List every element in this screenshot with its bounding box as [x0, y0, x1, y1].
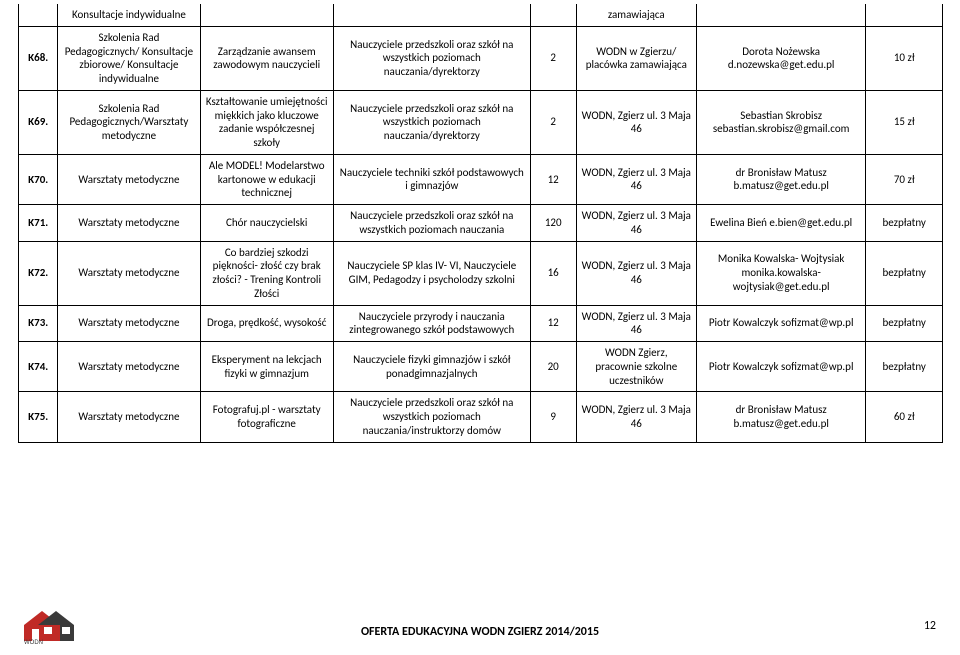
row-id: K74.: [19, 342, 58, 392]
row-contact: dr Bronisław Matusz b.matusz@get.edu.pl: [696, 392, 865, 442]
row-count: 20: [530, 342, 576, 392]
row-count: [530, 4, 576, 26]
row-topic: Ale MODEL! Modelarstwo kartonowe w eduka…: [200, 154, 333, 204]
table-row: K74.Warsztaty metodyczneEksperyment na l…: [19, 342, 943, 392]
row-count: 120: [530, 205, 576, 242]
row-contact: [696, 4, 865, 26]
page-footer: WODN OFERTA EDUKACYJNA WODN ZGIERZ 2014/…: [0, 601, 960, 645]
row-place: WODN, Zgierz ul. 3 Maja 46: [576, 154, 696, 204]
row-count: 2: [530, 90, 576, 154]
row-type: Warsztaty metodyczne: [58, 392, 200, 442]
row-contact: Ewelina Bień e.bien@get.edu.pl: [696, 205, 865, 242]
row-price: 70 zł: [866, 154, 943, 204]
svg-text:WODN: WODN: [24, 640, 43, 645]
row-place: WODN, Zgierz ul. 3 Maja 46: [576, 392, 696, 442]
row-place: WODN w Zgierzu/ placówka zamawiająca: [576, 26, 696, 90]
row-id: K71.: [19, 205, 58, 242]
table-row: K69.Szkolenia Rad Pedagogicznych/Warszta…: [19, 90, 943, 154]
table-row: K73.Warsztaty metodyczneDroga, prędkość,…: [19, 305, 943, 342]
row-price: 10 zł: [866, 26, 943, 90]
row-count: 16: [530, 241, 576, 305]
row-target: Nauczyciele przedszkoli oraz szkół na ws…: [333, 205, 530, 242]
row-type: Warsztaty metodyczne: [58, 154, 200, 204]
row-id: K73.: [19, 305, 58, 342]
row-topic: Fotografuj.pl - warsztaty fotograficzne: [200, 392, 333, 442]
row-price: [866, 4, 943, 26]
row-target: Nauczyciele fizyki gimnazjów i szkół pon…: [333, 342, 530, 392]
row-type: Warsztaty metodyczne: [58, 305, 200, 342]
row-type: Szkolenia Rad Pedagogicznych/Warsztaty m…: [58, 90, 200, 154]
row-count: 9: [530, 392, 576, 442]
row-price: bezpłatny: [866, 305, 943, 342]
row-contact: Sebastian Skrobisz sebastian.skrobisz@gm…: [696, 90, 865, 154]
row-contact: Piotr Kowalczyk sofizmat@wp.pl: [696, 342, 865, 392]
row-place: WODN, Zgierz ul. 3 Maja 46: [576, 305, 696, 342]
row-id: K75.: [19, 392, 58, 442]
row-target: Nauczyciele przedszkoli oraz szkół na ws…: [333, 90, 530, 154]
row-price: 60 zł: [866, 392, 943, 442]
row-target: Nauczyciele przyrody i nauczania zintegr…: [333, 305, 530, 342]
row-target: Nauczyciele przedszkoli oraz szkół na ws…: [333, 392, 530, 442]
row-target: Nauczyciele SP klas IV- VI, Nauczyciele …: [333, 241, 530, 305]
row-target: Nauczyciele przedszkoli oraz szkół na ws…: [333, 26, 530, 90]
row-target: [333, 4, 530, 26]
row-type: Warsztaty metodyczne: [58, 342, 200, 392]
row-topic: Zarządzanie awansem zawodowym nauczyciel…: [200, 26, 333, 90]
row-price: bezpłatny: [866, 205, 943, 242]
row-contact: Dorota Nożewska d.nozewska@get.edu.pl: [696, 26, 865, 90]
row-type: Szkolenia Rad Pedagogicznych/ Konsultacj…: [58, 26, 200, 90]
row-id: [19, 4, 58, 26]
row-id: K72.: [19, 241, 58, 305]
row-id: K69.: [19, 90, 58, 154]
row-price: bezpłatny: [866, 342, 943, 392]
row-id: K68.: [19, 26, 58, 90]
row-contact: Piotr Kowalczyk sofizmat@wp.pl: [696, 305, 865, 342]
row-topic: Eksperyment na lekcjach fizyki w gimnazj…: [200, 342, 333, 392]
table-row: Konsultacje indywidualne zamawiająca: [19, 4, 943, 26]
row-type: Warsztaty metodyczne: [58, 241, 200, 305]
row-topic: Co bardziej szkodzi piękności- złość czy…: [200, 241, 333, 305]
row-count: 12: [530, 154, 576, 204]
row-place: WODN, Zgierz ul. 3 Maja 46: [576, 241, 696, 305]
row-place: WODN Zgierz, pracownie szkolne uczestnik…: [576, 342, 696, 392]
row-topic: Droga, prędkość, wysokość: [200, 305, 333, 342]
row-price: bezpłatny: [866, 241, 943, 305]
row-contact: Monika Kowalska- Wojtysiak monika.kowals…: [696, 241, 865, 305]
table-row: K70.Warsztaty metodyczneAle MODEL! Model…: [19, 154, 943, 204]
row-count: 2: [530, 26, 576, 90]
row-target: Nauczyciele techniki szkół podstawowych …: [333, 154, 530, 204]
row-topic: Kształtowanie umiejętności miękkich jako…: [200, 90, 333, 154]
row-price: 15 zł: [866, 90, 943, 154]
row-contact: dr Bronisław Matusz b.matusz@get.edu.pl: [696, 154, 865, 204]
row-place: zamawiająca: [576, 4, 696, 26]
row-type: Konsultacje indywidualne: [58, 4, 200, 26]
row-place: WODN, Zgierz ul. 3 Maja 46: [576, 90, 696, 154]
table-row: K72.Warsztaty metodyczneCo bardziej szko…: [19, 241, 943, 305]
row-topic: Chór nauczycielski: [200, 205, 333, 242]
offer-table: Konsultacje indywidualnezamawiającaK68.S…: [18, 4, 943, 443]
row-id: K70.: [19, 154, 58, 204]
row-place: WODN, Zgierz ul. 3 Maja 46: [576, 205, 696, 242]
footer-title: OFERTA EDUKACYJNA WODN ZGIERZ 2014/2015: [0, 625, 960, 639]
table-row: K68.Szkolenia Rad Pedagogicznych/ Konsul…: [19, 26, 943, 90]
row-topic: [200, 4, 333, 26]
table-row: K75.Warsztaty metodyczneFotografuj.pl - …: [19, 392, 943, 442]
row-count: 12: [530, 305, 576, 342]
table-row: K71.Warsztaty metodyczneChór nauczyciels…: [19, 205, 943, 242]
row-type: Warsztaty metodyczne: [58, 205, 200, 242]
